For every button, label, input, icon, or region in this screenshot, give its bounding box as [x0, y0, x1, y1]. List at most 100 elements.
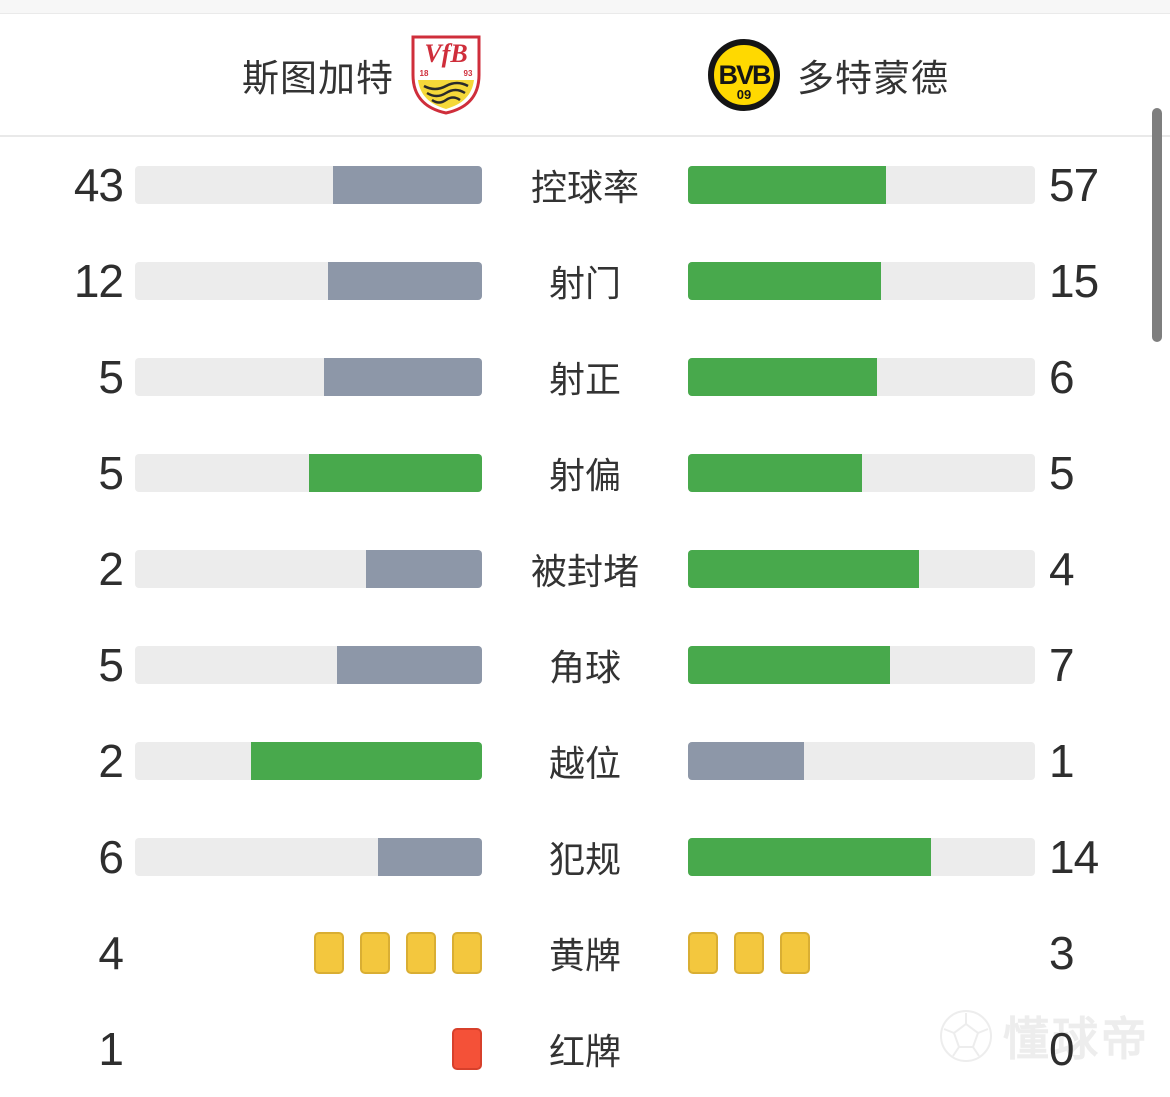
stat-row: 2 越位 1: [0, 713, 1170, 809]
away-value: 0: [1049, 1023, 1075, 1075]
stat-row: 4 黄牌 3: [0, 905, 1170, 1001]
away-cards: [688, 1028, 1035, 1070]
away-value: 5: [1049, 447, 1075, 499]
home-value: 2: [98, 543, 124, 595]
match-header: 斯图加特 VfB 18 93 BVB 09 多特蒙德: [0, 14, 1170, 137]
yellow-card-icon: [780, 932, 810, 974]
away-value: 57: [1049, 159, 1099, 211]
away-bar-fill: [688, 166, 886, 204]
stat-label: 射正: [548, 359, 621, 400]
away-bar-track: [688, 550, 1035, 588]
away-bar-track: [688, 358, 1035, 396]
away-bar-cell: [688, 646, 1035, 684]
home-value: 5: [98, 447, 124, 499]
home-bar-cell: [135, 932, 482, 974]
home-bar-track: [135, 742, 482, 780]
away-value: 14: [1049, 831, 1099, 883]
away-bar-fill: [688, 454, 862, 492]
stat-label: 犯规: [548, 839, 621, 880]
away-bar-track: [688, 262, 1035, 300]
home-value: 6: [98, 831, 124, 883]
yellow-card-icon: [452, 932, 482, 974]
home-bar-cell: [135, 358, 482, 396]
away-bar-cell: [688, 838, 1035, 876]
home-cards: [135, 932, 482, 974]
away-bar-fill: [688, 742, 804, 780]
scrollbar-thumb[interactable]: [1152, 108, 1162, 342]
home-bar-track: [135, 838, 482, 876]
home-bar-fill: [327, 262, 482, 300]
away-team-name: 多特蒙德: [797, 57, 949, 99]
stat-row: 12 射门 15: [0, 233, 1170, 329]
away-bar-track: [688, 838, 1035, 876]
away-bar-cell: [688, 454, 1035, 492]
home-bar-cell: [135, 166, 482, 204]
home-value: 5: [98, 639, 124, 691]
home-value: 43: [73, 159, 124, 211]
home-cards: [135, 1028, 482, 1070]
away-bar-cell: [688, 358, 1035, 396]
stat-row: 5 角球 7: [0, 617, 1170, 713]
stat-row: 1 红牌 0: [0, 1001, 1170, 1097]
away-bar-cell: [688, 1028, 1035, 1070]
stat-label: 越位: [548, 743, 621, 784]
away-team-header: BVB 09 多特蒙德: [585, 14, 1170, 135]
away-bar-fill: [688, 550, 920, 588]
away-bar-fill: [688, 262, 881, 300]
crest-initials: VfB: [424, 39, 467, 68]
home-value: 2: [98, 735, 124, 787]
crest-initials: BVB: [718, 60, 771, 90]
stats-list: 43 控球率 57 12 射门 15 5 射正 6 5 射偏 5 2 被封堵 4 5 角球 7 2 越位 1 6 犯规 14 4…: [0, 137, 1170, 1097]
stat-label: 控球率: [530, 167, 639, 208]
home-bar-fill: [366, 550, 482, 588]
away-bar-cell: [688, 166, 1035, 204]
home-team-header: 斯图加特 VfB 18 93: [0, 14, 585, 135]
home-bar-track: [135, 646, 482, 684]
away-value: 1: [1049, 735, 1075, 787]
stat-label: 角球: [548, 647, 621, 688]
yellow-card-icon: [734, 932, 764, 974]
yellow-card-icon: [360, 932, 390, 974]
away-bar-track: [688, 646, 1035, 684]
away-bar-cell: [688, 550, 1035, 588]
home-bar-cell: [135, 838, 482, 876]
away-value: 4: [1049, 543, 1075, 595]
stat-label: 射门: [548, 263, 621, 304]
away-bar-cell: [688, 262, 1035, 300]
home-bar-cell: [135, 646, 482, 684]
away-bar-track: [688, 742, 1035, 780]
stat-row: 5 射正 6: [0, 329, 1170, 425]
yellow-card-icon: [406, 932, 436, 974]
stat-label: 黄牌: [548, 935, 621, 976]
away-bar-cell: [688, 742, 1035, 780]
stat-label: 红牌: [548, 1031, 621, 1072]
away-cards: [688, 932, 1035, 974]
home-bar-cell: [135, 742, 482, 780]
home-bar-track: [135, 454, 482, 492]
borussia-dortmund-crest-icon: BVB 09: [708, 38, 780, 111]
away-value: 3: [1049, 927, 1075, 979]
stat-row: 6 犯规 14: [0, 809, 1170, 905]
away-bar-fill: [688, 358, 878, 396]
home-value: 1: [98, 1023, 124, 1075]
home-bar-fill: [377, 838, 482, 876]
crest-year-left: 18: [420, 69, 429, 78]
home-bar-fill: [332, 166, 482, 204]
stat-label: 射偏: [548, 455, 621, 496]
home-bar-cell: [135, 262, 482, 300]
home-bar-fill: [324, 358, 482, 396]
home-bar-track: [135, 262, 482, 300]
away-value: 7: [1049, 639, 1075, 691]
crest-sub: 09: [737, 87, 751, 102]
home-bar-track: [135, 550, 482, 588]
away-value: 15: [1049, 255, 1099, 307]
home-value: 12: [73, 255, 124, 307]
away-bar-cell: [688, 932, 1035, 974]
home-value: 5: [98, 351, 124, 403]
stat-row: 2 被封堵 4: [0, 521, 1170, 617]
home-bar-fill: [250, 742, 482, 780]
home-bar-cell: [135, 454, 482, 492]
stat-row: 43 控球率 57: [0, 137, 1170, 233]
home-team-name: 斯图加特: [242, 57, 394, 99]
away-bar-fill: [688, 838, 931, 876]
